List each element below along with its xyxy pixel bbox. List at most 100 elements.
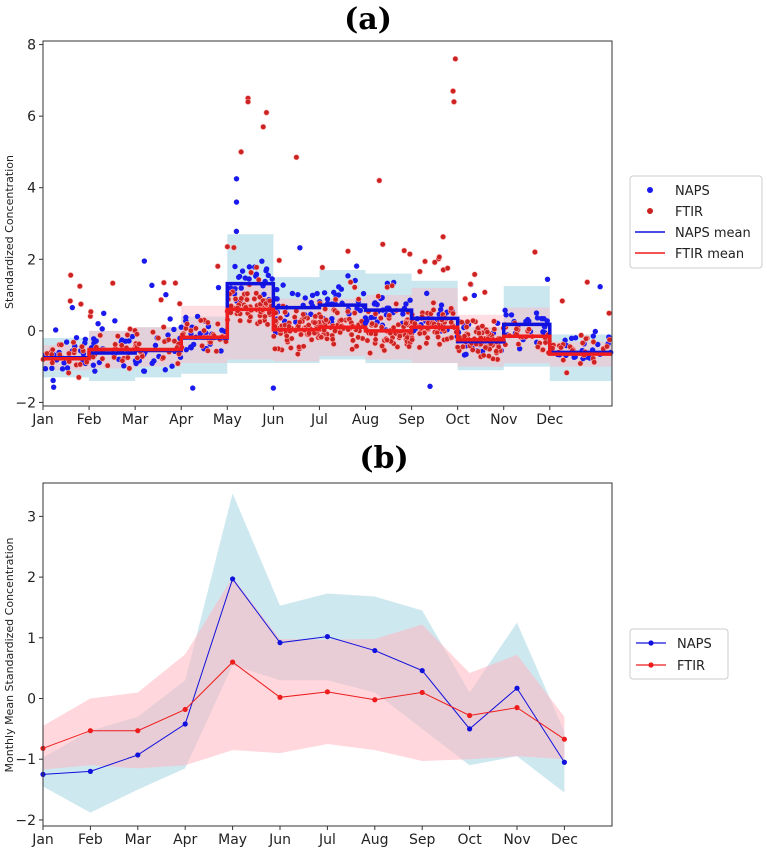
ftir-point xyxy=(422,258,429,265)
legend-box xyxy=(629,628,729,680)
ftir-point xyxy=(355,334,362,341)
ftir-point xyxy=(270,333,277,340)
ftir-point xyxy=(197,317,204,324)
ftir-point xyxy=(475,330,482,337)
ftir-point xyxy=(271,345,278,352)
ftir-point xyxy=(184,321,191,328)
ftir-point xyxy=(344,308,351,315)
naps-point xyxy=(321,290,328,296)
y-tick-label: 0 xyxy=(27,324,36,340)
ftir-point xyxy=(344,248,351,255)
naps-point xyxy=(597,284,603,290)
panel-a-legend: NAPS FTIR NAPS mean FTIR mean xyxy=(629,175,763,269)
ftir-point xyxy=(393,300,400,307)
y-tick-label: 2 xyxy=(27,252,36,268)
naps-point xyxy=(544,276,551,283)
naps-point xyxy=(239,268,246,274)
ftir-point xyxy=(450,310,457,317)
naps-point xyxy=(463,351,469,358)
x-tick-label: Jan xyxy=(31,832,54,848)
ftir-point xyxy=(118,342,125,349)
ftir-point xyxy=(230,659,236,665)
ftir-point xyxy=(577,360,584,367)
y-tick-label: −2 xyxy=(15,813,36,829)
naps-point xyxy=(119,337,125,343)
ftir-point xyxy=(134,354,141,361)
ftir-point xyxy=(127,326,134,333)
naps-point xyxy=(338,286,345,292)
ftir-point xyxy=(323,316,330,323)
ftir-point xyxy=(158,296,165,303)
naps-point xyxy=(82,336,89,342)
ftir-point xyxy=(376,177,383,184)
panel-b-legend: NAPS FTIR xyxy=(629,628,729,680)
ftir-point xyxy=(351,284,358,291)
naps-point xyxy=(61,360,67,366)
naps-point xyxy=(295,291,301,298)
ftir-point xyxy=(462,295,469,302)
naps-point xyxy=(149,360,155,366)
naps-point xyxy=(92,368,98,374)
naps-point xyxy=(297,245,303,251)
naps-point xyxy=(503,312,509,318)
ftir-point xyxy=(87,308,94,315)
ftir-point xyxy=(213,348,220,355)
ftir-point xyxy=(71,347,78,354)
ftir-point xyxy=(430,306,437,313)
naps-point xyxy=(309,292,316,299)
ftir-point xyxy=(436,254,443,261)
naps-point xyxy=(438,302,445,308)
ftir-point xyxy=(174,360,181,367)
ftir-point xyxy=(324,689,330,695)
ftir-point xyxy=(165,336,172,343)
x-tick-label: Nov xyxy=(503,832,530,848)
ftir-point xyxy=(97,332,104,339)
naps-point xyxy=(233,199,240,205)
panel-b-y-ticks: −2 −1 0 1 2 3 xyxy=(15,509,43,829)
ftir-point xyxy=(514,705,520,711)
ftir-point xyxy=(416,268,423,275)
x-tick-label: Dec xyxy=(536,412,563,428)
ftir-point xyxy=(364,337,371,344)
ftir-point xyxy=(126,365,133,372)
naps-point xyxy=(277,640,283,646)
ftir-point xyxy=(111,354,118,361)
ftir-point xyxy=(263,109,270,116)
x-tick-label: Jun xyxy=(268,832,291,848)
ftir-point xyxy=(377,315,384,322)
panel-b-lines xyxy=(40,576,568,777)
naps-point xyxy=(324,633,330,640)
naps-point xyxy=(590,333,597,339)
ftir-point xyxy=(75,374,82,381)
naps-point xyxy=(183,314,189,321)
naps-point xyxy=(270,385,277,391)
ftir-point xyxy=(406,343,413,350)
ftir-point xyxy=(276,257,283,264)
ftir-point xyxy=(578,332,585,339)
ftir-point xyxy=(124,332,131,339)
panel-a-means xyxy=(43,281,612,361)
ftir-point xyxy=(583,335,590,342)
x-tick-label: Sep xyxy=(409,832,436,848)
naps-point xyxy=(165,332,171,338)
ftir-point xyxy=(112,341,119,348)
naps-point xyxy=(233,228,240,235)
ftir-point xyxy=(49,359,56,366)
naps-point xyxy=(59,366,66,372)
ftir-point xyxy=(448,319,455,326)
naps-point xyxy=(508,312,515,318)
naps-point xyxy=(99,326,105,332)
naps-point xyxy=(141,258,148,264)
legend-label: NAPS xyxy=(675,184,710,199)
ftir-point xyxy=(349,337,356,344)
naps-point xyxy=(403,301,409,307)
ftir-line xyxy=(42,661,565,749)
ftir-point xyxy=(348,331,355,338)
ftir-point xyxy=(65,350,72,357)
naps-point xyxy=(50,384,57,390)
ftir-point xyxy=(58,341,65,348)
ftir-point xyxy=(435,334,442,341)
ftir-point xyxy=(372,310,379,317)
ftir-point xyxy=(253,290,260,297)
naps-point xyxy=(163,292,169,298)
